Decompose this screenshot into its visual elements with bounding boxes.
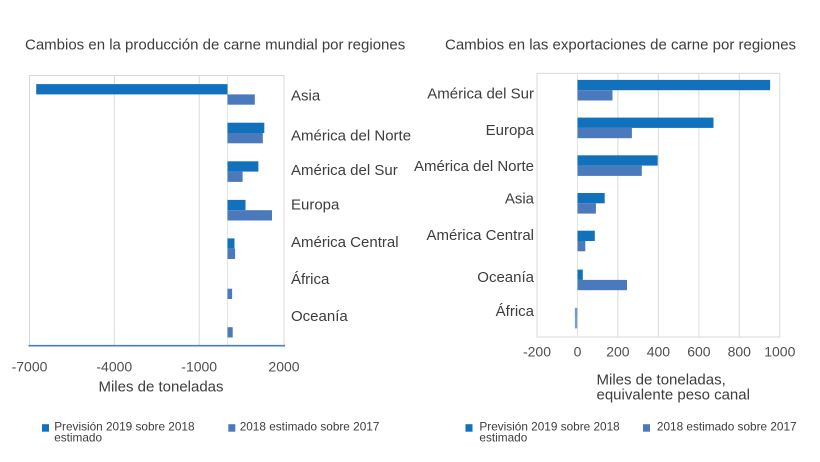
svg-text:Miles de toneladas,: Miles de toneladas,: [597, 372, 726, 389]
svg-text:Miles de toneladas: Miles de toneladas: [98, 379, 223, 396]
svg-text:-1000: -1000: [181, 359, 217, 375]
svg-text:África: África: [291, 271, 330, 288]
svg-text:600: 600: [687, 344, 711, 360]
svg-text:Europa: Europa: [291, 196, 340, 213]
svg-text:2000: 2000: [268, 359, 299, 375]
svg-text:Asia: Asia: [505, 191, 535, 208]
svg-text:estimado: estimado: [479, 430, 527, 444]
svg-text:Previsión 2019 sobre 2018: Previsión 2019 sobre 2018: [479, 420, 620, 434]
svg-text:800: 800: [728, 344, 752, 360]
svg-text:-4000: -4000: [96, 359, 132, 375]
svg-text:Oceanía: Oceanía: [291, 308, 348, 325]
svg-text:2018 estimado sobre 2017: 2018 estimado sobre 2017: [240, 420, 380, 434]
svg-text:Asia: Asia: [291, 88, 321, 105]
svg-text:equivalente peso canal: equivalente peso canal: [597, 386, 750, 403]
svg-text:América del Norte: América del Norte: [414, 158, 534, 175]
svg-text:América del Norte: América del Norte: [291, 128, 411, 145]
svg-text:Cambios en la producción de ca: Cambios en la producción de carne mundia…: [25, 37, 405, 54]
svg-text:África: África: [496, 303, 535, 320]
svg-text:0: 0: [574, 344, 582, 360]
svg-text:Oceanía: Oceanía: [477, 269, 534, 286]
svg-text:Cambios en las exportaciones d: Cambios en las exportaciones de carne po…: [445, 37, 796, 54]
svg-text:Europa: Europa: [486, 122, 535, 139]
svg-text:estimado: estimado: [54, 430, 102, 444]
svg-text:América del Sur: América del Sur: [291, 162, 398, 179]
svg-text:-7000: -7000: [12, 359, 48, 375]
svg-text:América Central: América Central: [426, 227, 534, 244]
svg-text:América Central: América Central: [291, 234, 399, 251]
svg-text:-200: -200: [523, 344, 551, 360]
svg-text:América del Sur: América del Sur: [427, 86, 534, 103]
svg-text:Previsión 2019 sobre 2018: Previsión 2019 sobre 2018: [54, 420, 195, 434]
svg-text:1000: 1000: [764, 344, 795, 360]
svg-text:400: 400: [647, 344, 671, 360]
svg-text:200: 200: [606, 344, 630, 360]
svg-text:2018 estimado sobre 2017: 2018 estimado sobre 2017: [657, 420, 797, 434]
